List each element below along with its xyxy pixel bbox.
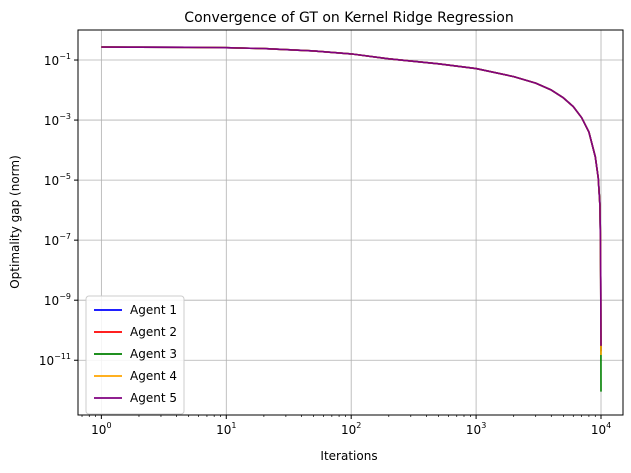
legend-label: Agent 4	[130, 369, 177, 383]
legend-label: Agent 3	[130, 347, 177, 361]
legend-label: Agent 1	[130, 303, 177, 317]
chart-title: Convergence of GT on Kernel Ridge Regres…	[184, 10, 513, 26]
series-lines	[101, 46, 602, 392]
y-axis-label: Optimality gap (norm)	[8, 155, 22, 289]
y-tick-label: 10−5	[44, 172, 71, 188]
y-tick-label: 10−9	[44, 292, 71, 308]
x-axis-label: Iterations	[320, 449, 377, 463]
y-tick-label: 10−7	[44, 232, 71, 248]
legend-label: Agent 5	[130, 391, 177, 405]
x-tick-label: 100	[91, 421, 111, 437]
legend-box	[85, 295, 185, 415]
y-tick-label: 10−3	[44, 112, 71, 128]
y-tick-label: 10−11	[39, 352, 71, 368]
series-line-agent-5	[101, 46, 602, 346]
x-tick-label: 103	[466, 421, 486, 437]
x-tick-label: 104	[591, 421, 611, 437]
x-tick-label: 101	[216, 421, 236, 437]
plot-frame	[77, 29, 624, 416]
grid	[78, 30, 623, 415]
x-axis: 100 101 102 103 104	[81, 415, 611, 437]
legend: Agent 1 Agent 2 Agent 3 Agent 4 Agent 5	[85, 295, 185, 415]
y-axis: 10−1 10−3 10−5 10−7 10−9 10−11	[39, 52, 78, 368]
y-tick-label: 10−1	[44, 52, 71, 68]
legend-label: Agent 2	[130, 325, 177, 339]
x-tick-label: 102	[341, 421, 361, 437]
